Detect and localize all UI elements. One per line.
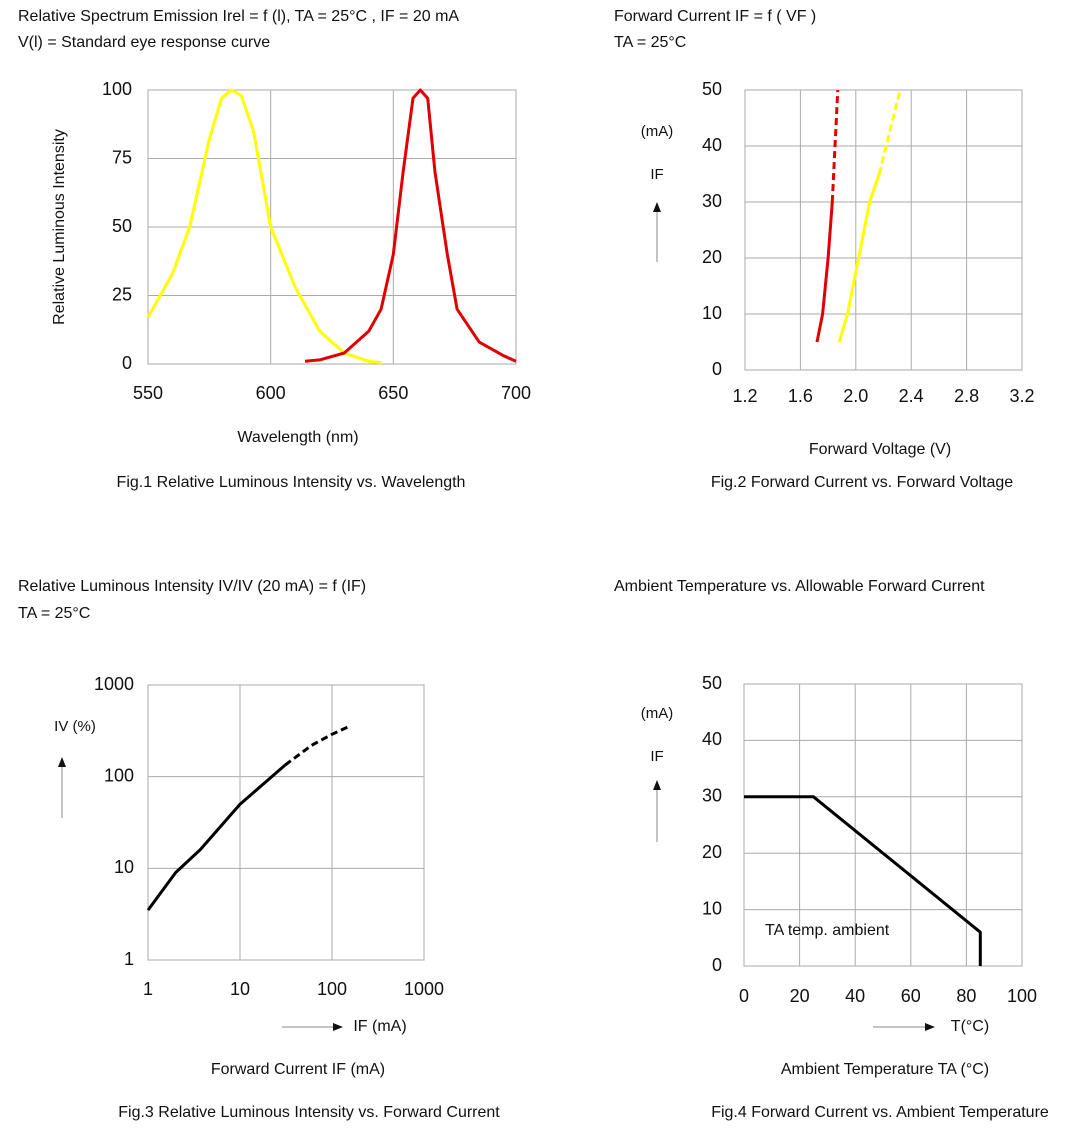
arrow-head [653, 780, 661, 790]
figure-caption: Fig.2 Forward Current vs. Forward Voltag… [711, 474, 1013, 491]
y-tick-label: 25 [112, 284, 132, 304]
x-tick-label: 1.6 [788, 386, 813, 406]
arrow-head [925, 1023, 935, 1031]
y-unit: (mA) [641, 705, 674, 722]
x-tick-label: 10 [230, 979, 250, 999]
x-tick-label: 100 [317, 979, 347, 999]
chart-title: Relative Spectrum Emission Irel = f (l),… [18, 8, 459, 25]
y-tick-label: 10 [114, 857, 134, 877]
arrow-head [58, 757, 66, 767]
x-symbol: T(°C) [951, 1018, 989, 1035]
y-tick-label: 75 [112, 147, 132, 167]
y-tick-label: 30 [702, 786, 722, 806]
y-tick-label: 100 [104, 765, 134, 785]
y-tick-label: 20 [702, 842, 722, 862]
x-symbol: IF (mA) [353, 1018, 406, 1035]
annotation: TA temp. ambient [765, 922, 890, 939]
series-line [877, 89, 902, 175]
y-tick-label: 1000 [94, 674, 134, 694]
y-tick-label: 0 [712, 359, 722, 379]
x-axis-label: Forward Current IF (mA) [211, 1061, 385, 1078]
y-tick-label: 40 [702, 135, 722, 155]
series-line [146, 763, 287, 911]
x-tick-label: 60 [901, 986, 921, 1006]
figure-caption: Fig.1 Relative Luminous Intensity vs. Wa… [117, 474, 466, 491]
y-tick-label: 50 [112, 216, 132, 236]
x-tick-label: 0 [739, 986, 749, 1006]
y-tick-label: 50 [702, 79, 722, 99]
x-tick-label: 650 [378, 383, 408, 403]
y-axis-label: Relative Luminous Intensity [51, 129, 68, 325]
x-tick-label: 100 [1007, 986, 1037, 1006]
chart-subtitle: V(l) = Standard eye response curve [18, 34, 270, 51]
arrow-head [653, 202, 661, 212]
y-tick-label: 40 [702, 729, 722, 749]
x-axis-label: Forward Voltage (V) [809, 441, 951, 458]
series-line [837, 173, 881, 343]
chart-title: Forward Current IF = f ( VF ) [614, 8, 816, 25]
x-axis-label: Wavelength (nm) [237, 429, 358, 446]
x-tick-label: 1000 [404, 979, 444, 999]
chart-subtitle: TA = 25°C [614, 34, 686, 51]
chart-subtitle: TA = 25°C [18, 605, 90, 622]
y-unit: (mA) [641, 123, 674, 140]
y-symbol: IF [650, 748, 663, 765]
x-tick-label: 700 [501, 383, 531, 403]
x-tick-label: 2.8 [954, 386, 979, 406]
x-tick-label: 80 [956, 986, 976, 1006]
figure-caption: Fig.3 Relative Luminous Intensity vs. Fo… [118, 1104, 500, 1121]
y-tick-label: 100 [102, 79, 132, 99]
y-tick-label: 0 [122, 353, 132, 373]
y-tick-label: 1 [124, 949, 134, 969]
x-tick-label: 1.2 [732, 386, 757, 406]
series-line [744, 795, 982, 966]
x-axis-label: Ambient Temperature TA (°C) [781, 1061, 989, 1078]
y-tick-label: 20 [702, 247, 722, 267]
y-unit: IV (%) [54, 718, 96, 735]
x-tick-label: 1 [143, 979, 153, 999]
y-tick-label: 10 [702, 898, 722, 918]
x-tick-label: 550 [133, 383, 163, 403]
x-tick-label: 2.4 [899, 386, 924, 406]
chart-title: Ambient Temperature vs. Allowable Forwar… [614, 578, 985, 595]
y-tick-label: 10 [702, 303, 722, 323]
x-tick-label: 3.2 [1009, 386, 1034, 406]
plot-area [147, 684, 425, 961]
chart-title: Relative Luminous Intensity IV/IV (20 mA… [18, 578, 366, 595]
x-tick-label: 20 [790, 986, 810, 1006]
series-line [815, 201, 834, 343]
x-tick-label: 2.0 [843, 386, 868, 406]
series-line [146, 88, 382, 365]
y-tick-label: 0 [712, 955, 722, 975]
y-symbol: IF [650, 166, 663, 183]
arrow-head [333, 1023, 343, 1031]
x-tick-label: 40 [845, 986, 865, 1006]
series-line [830, 89, 840, 203]
plot-area [744, 89, 1023, 371]
figure-caption: Fig.4 Forward Current vs. Ambient Temper… [711, 1104, 1049, 1121]
y-tick-label: 50 [702, 673, 722, 693]
series-line [284, 725, 349, 767]
series-line [304, 88, 517, 363]
y-tick-label: 30 [702, 191, 722, 211]
x-tick-label: 600 [256, 383, 286, 403]
